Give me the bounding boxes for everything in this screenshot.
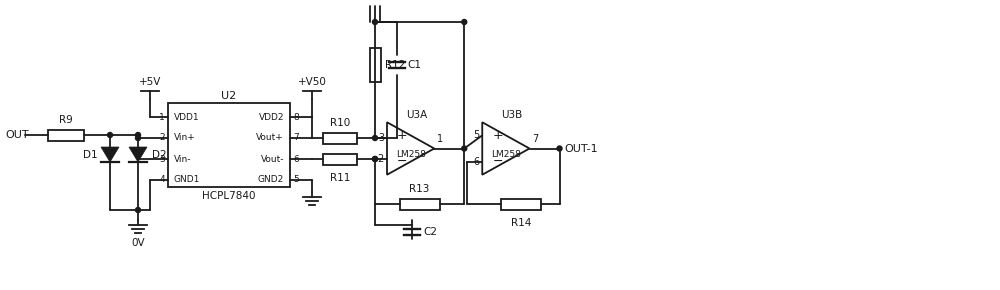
Text: R14: R14 [511,218,531,228]
Text: LM258: LM258 [396,150,426,159]
Text: R11: R11 [330,173,350,183]
Text: U2: U2 [221,91,237,101]
Text: GND1: GND1 [174,175,200,184]
Text: Vout-: Vout- [260,155,284,164]
Circle shape [462,146,467,151]
Text: 8: 8 [293,113,299,122]
Text: +5V: +5V [139,77,161,87]
Circle shape [108,133,112,137]
Text: 5: 5 [473,130,479,140]
Text: U3A: U3A [406,110,427,120]
Text: Vin-: Vin- [174,155,192,164]
Text: 6: 6 [473,157,479,167]
Circle shape [136,133,140,137]
Circle shape [372,157,378,162]
Text: C1: C1 [407,60,421,70]
Bar [370,48,380,82]
Text: D1: D1 [83,150,98,160]
Bar [323,153,357,164]
Text: 7: 7 [293,133,299,142]
Text: −: − [397,155,408,168]
Bar [501,198,541,209]
Polygon shape [101,147,119,162]
Text: R13: R13 [409,184,430,194]
Text: VDD2: VDD2 [258,113,284,122]
Text: +: + [397,129,408,142]
Circle shape [462,19,467,24]
Text: 6: 6 [293,155,299,164]
Text: 2: 2 [159,133,165,142]
Bar [168,103,290,187]
Text: HCPL7840: HCPL7840 [202,191,256,201]
Text: R12: R12 [385,60,405,70]
Polygon shape [129,147,147,162]
Text: Vin+: Vin+ [174,133,196,142]
Text: C2: C2 [424,227,438,237]
Text: R10: R10 [330,118,350,128]
Text: OUT: OUT [5,130,29,140]
Circle shape [136,208,140,213]
Circle shape [136,135,140,140]
Text: 3: 3 [378,133,384,143]
Text: −: − [492,155,503,168]
Text: 1: 1 [159,113,165,122]
Text: OUT-1: OUT-1 [564,144,598,153]
Circle shape [372,19,378,24]
Text: 4: 4 [159,175,165,184]
Text: Vout+: Vout+ [256,133,284,142]
Circle shape [372,135,378,140]
Text: LM258: LM258 [491,150,521,159]
Bar [323,133,357,144]
Text: 7: 7 [532,133,539,144]
Text: 1: 1 [437,133,443,144]
Text: +: + [492,129,503,142]
Text: 2: 2 [378,154,384,164]
Text: D2: D2 [152,150,167,160]
Text: R9: R9 [59,115,73,125]
Text: 5: 5 [293,175,299,184]
Text: GND2: GND2 [258,175,284,184]
Text: VDD1: VDD1 [174,113,200,122]
Bar [400,198,440,209]
Bar [48,130,84,140]
Text: 3: 3 [159,155,165,164]
Text: +V50: +V50 [298,77,326,87]
Circle shape [557,146,562,151]
Text: U3B: U3B [501,110,522,120]
Circle shape [372,157,378,162]
Text: 0V: 0V [131,238,145,248]
